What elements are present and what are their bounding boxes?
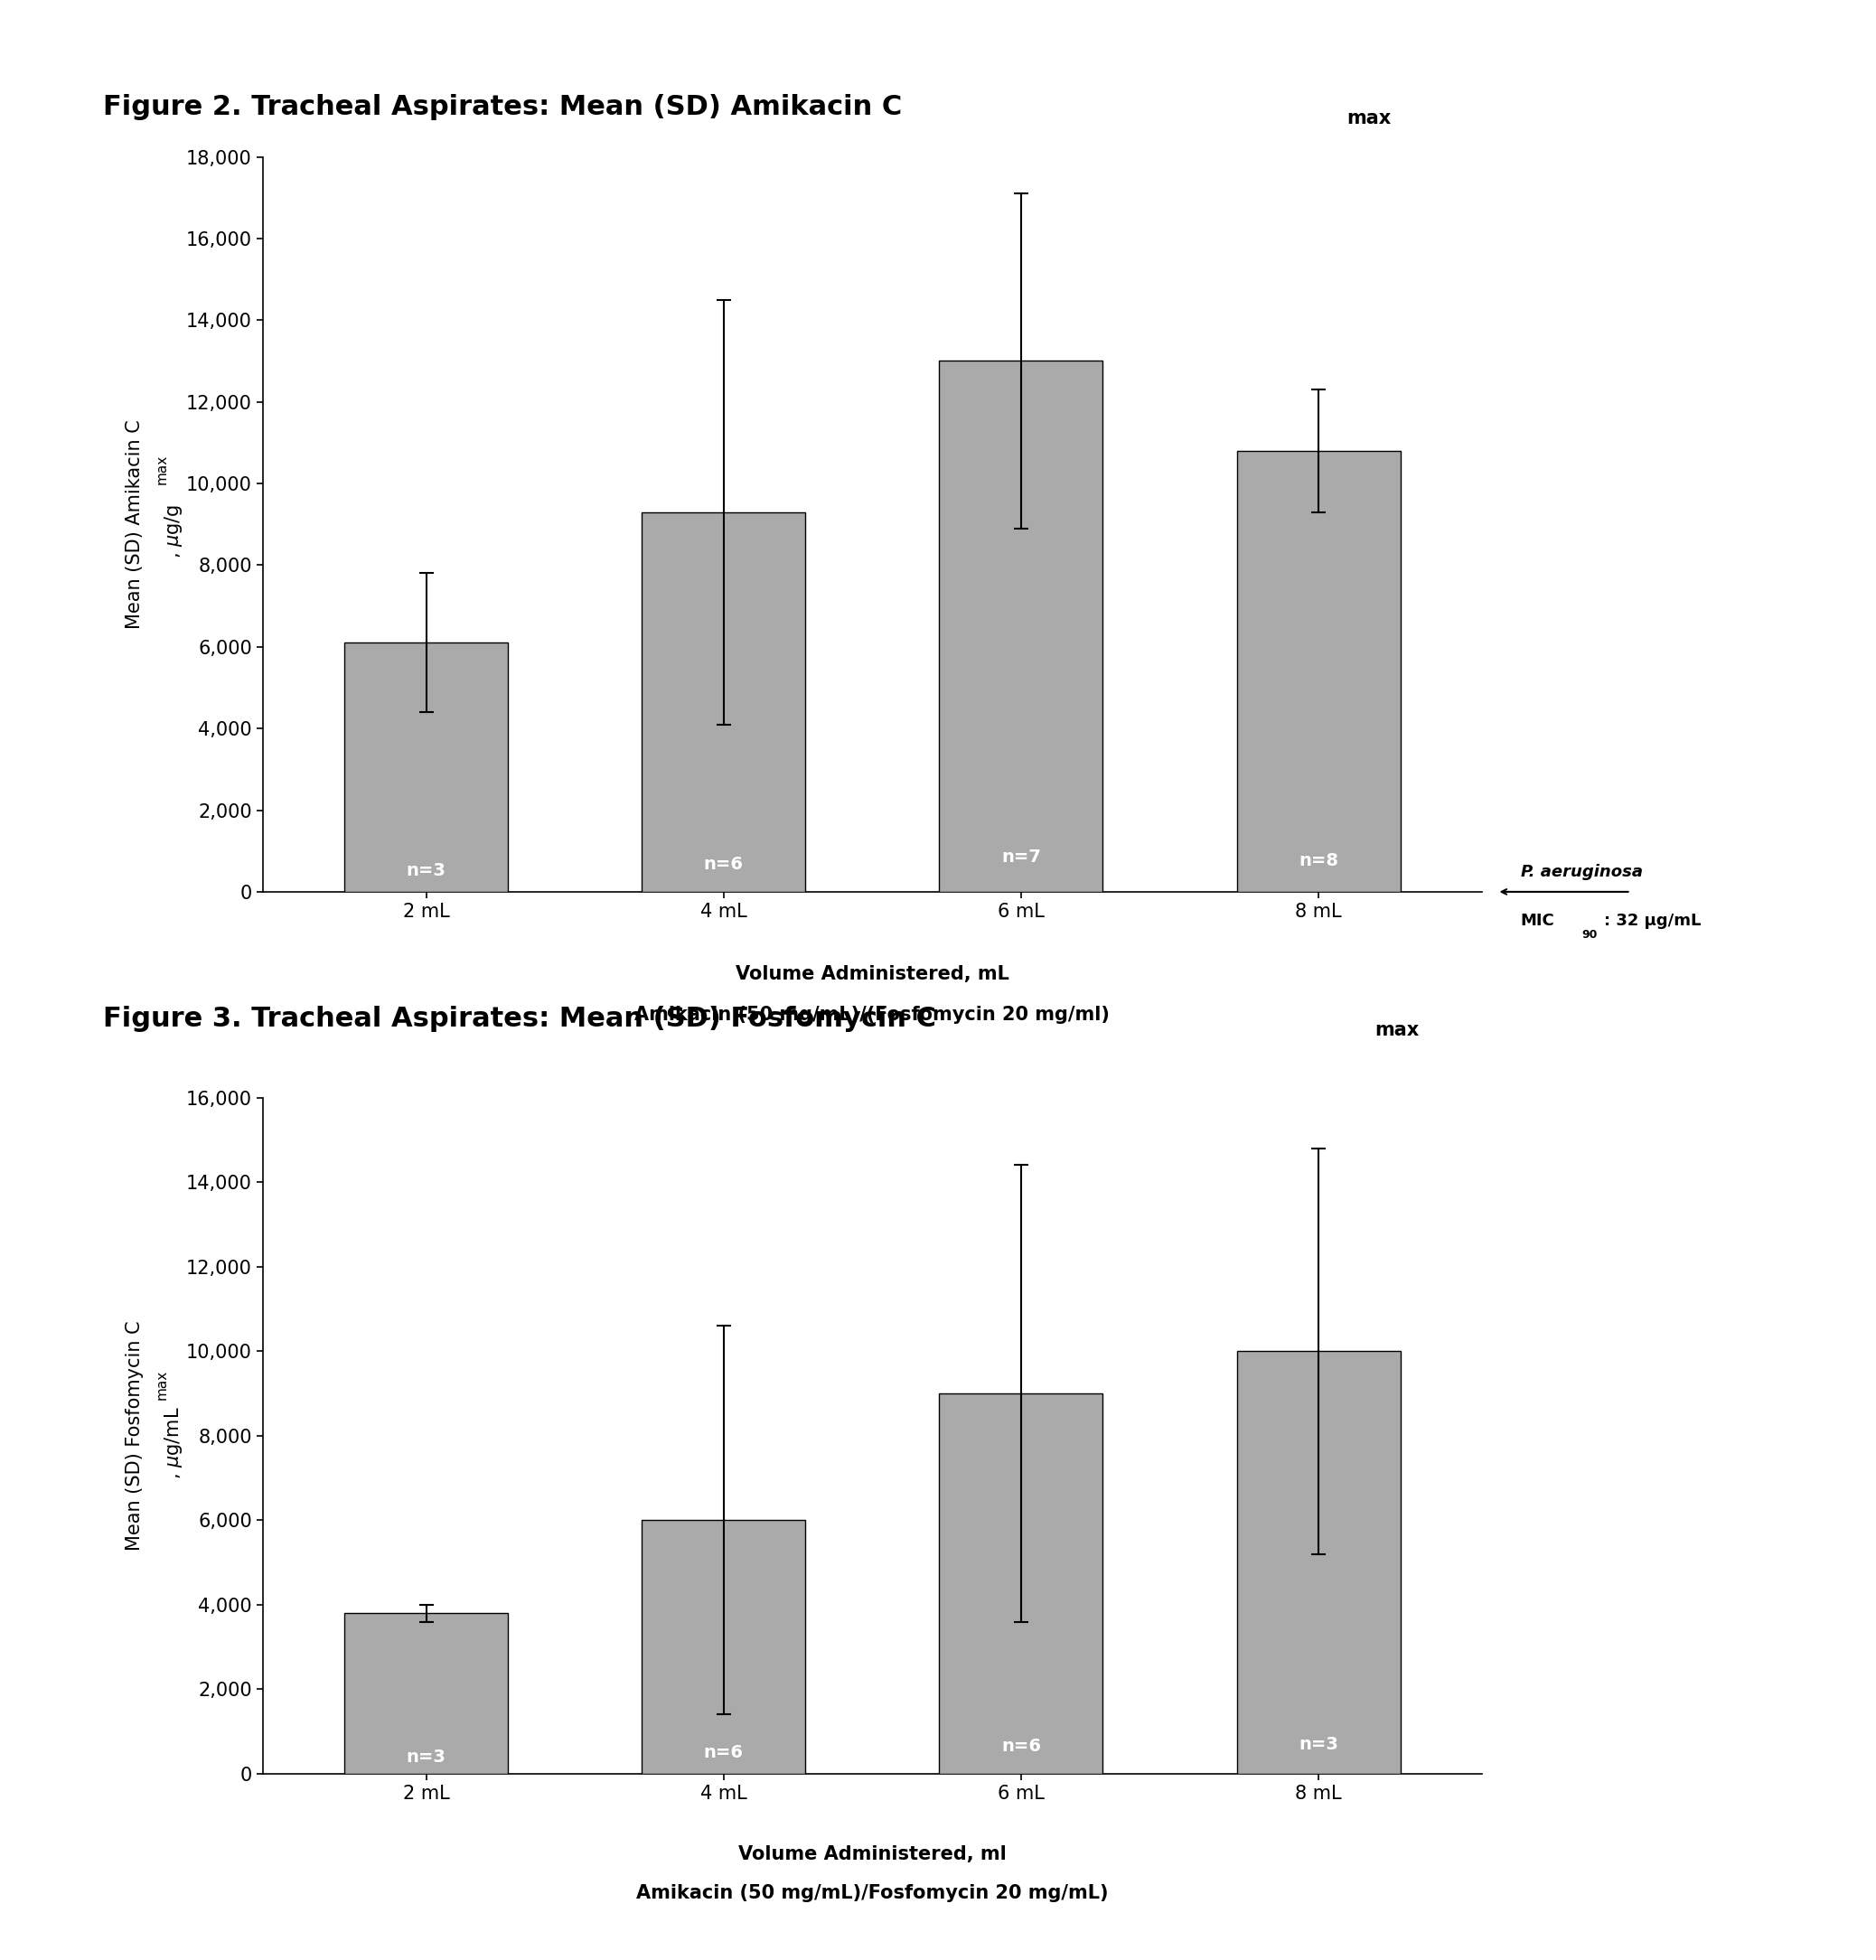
Bar xyxy=(345,1613,508,1774)
Text: : 32 μg/mL: : 32 μg/mL xyxy=(1604,911,1702,929)
Text: Figure 2. Tracheal Aspirates: Mean (SD) Amikacin C: Figure 2. Tracheal Aspirates: Mean (SD) … xyxy=(103,94,902,120)
Bar xyxy=(642,1521,805,1774)
Bar xyxy=(940,361,1103,892)
Text: n=3: n=3 xyxy=(407,862,446,880)
Bar xyxy=(345,643,508,892)
Bar xyxy=(1236,1350,1399,1774)
Text: Mean (SD) Amikacin C: Mean (SD) Amikacin C xyxy=(126,419,144,629)
Text: n=6: n=6 xyxy=(704,857,743,872)
Text: max: max xyxy=(154,455,169,484)
Text: max: max xyxy=(1347,110,1392,127)
Text: n=8: n=8 xyxy=(1298,853,1338,870)
Text: n=3: n=3 xyxy=(1298,1735,1338,1752)
Bar xyxy=(1236,451,1399,892)
Text: , $\mu$g/g: , $\mu$g/g xyxy=(163,504,184,559)
Text: Mean (SD) Fosfomycin C: Mean (SD) Fosfomycin C xyxy=(126,1321,144,1550)
Text: n=3: n=3 xyxy=(407,1748,446,1766)
Text: n=6: n=6 xyxy=(704,1744,743,1762)
Text: P. aeruginosa: P. aeruginosa xyxy=(1521,864,1643,880)
Text: Volume Administered, ml: Volume Administered, ml xyxy=(739,1844,1006,1862)
Text: n=7: n=7 xyxy=(1002,849,1041,864)
Bar xyxy=(642,512,805,892)
Text: max: max xyxy=(154,1370,169,1399)
Text: max: max xyxy=(1375,1021,1420,1039)
Bar xyxy=(940,1394,1103,1774)
Text: Amikacin (50 mg/mL)/(Fosfomycin 20 mg/ml): Amikacin (50 mg/mL)/(Fosfomycin 20 mg/ml… xyxy=(634,1005,1111,1023)
Text: Amikacin (50 mg/mL)/Fosfomycin 20 mg/mL): Amikacin (50 mg/mL)/Fosfomycin 20 mg/mL) xyxy=(636,1884,1109,1901)
Text: , $\mu$g/mL: , $\mu$g/mL xyxy=(163,1405,184,1480)
Text: 90: 90 xyxy=(1581,929,1596,941)
Text: MIC: MIC xyxy=(1521,911,1555,929)
Text: n=6: n=6 xyxy=(1002,1739,1041,1754)
Text: Figure 3. Tracheal Aspirates: Mean (SD) Fosfomycin C: Figure 3. Tracheal Aspirates: Mean (SD) … xyxy=(103,1005,936,1031)
Text: Volume Administered, mL: Volume Administered, mL xyxy=(735,966,1009,984)
